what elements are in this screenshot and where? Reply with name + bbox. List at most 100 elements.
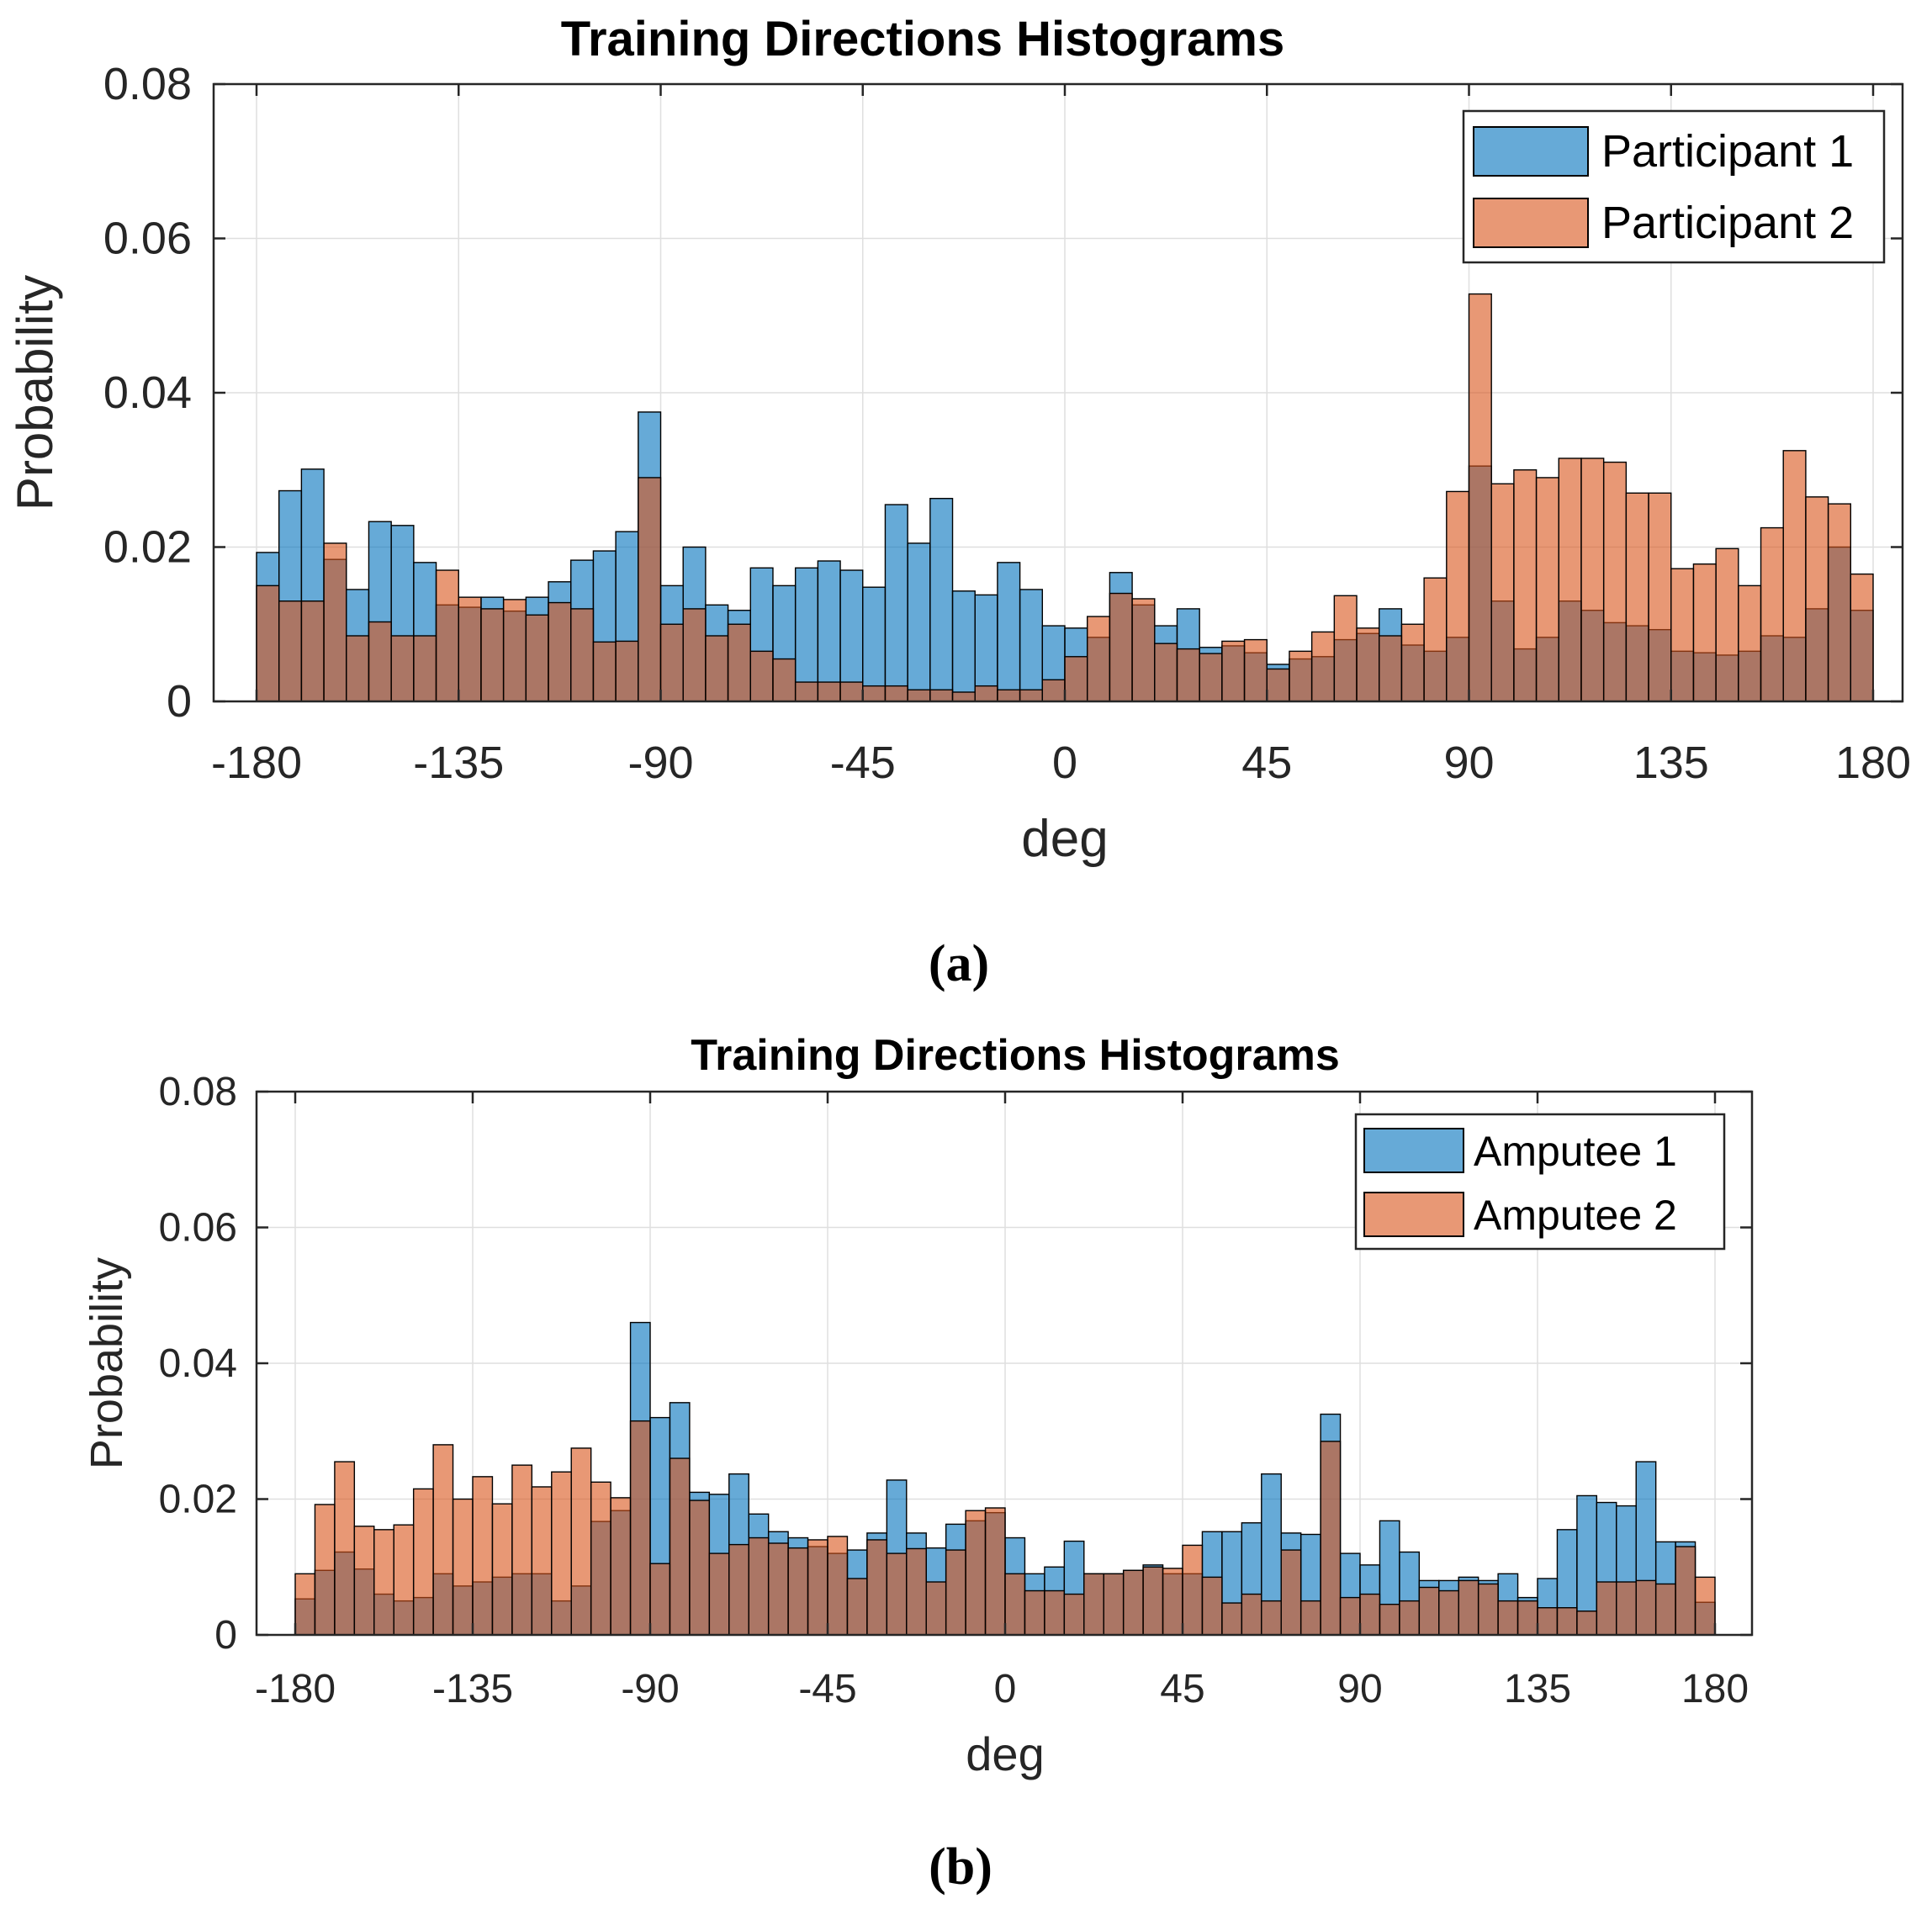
chart-b-bar-amputee-2 (1418, 1586, 1440, 1636)
chart-b-bar-amputee-2 (590, 1481, 611, 1636)
chart-b-bar-amputee-2 (1438, 1589, 1459, 1636)
chart-a: Training Directions Histograms 0 0.02 0.… (7, 12, 1911, 992)
chart-a-bar-participant-2 (435, 569, 459, 702)
chart-a-bar-participant-2 (817, 681, 841, 702)
chart-a-bar-participant-2 (929, 689, 954, 702)
chart-a-bar-participant-2 (368, 621, 392, 702)
chart-a-bar-participant-2 (772, 658, 797, 702)
chart-a-bar-participant-2 (1827, 503, 1852, 702)
chart-a-bar-participant-2 (323, 542, 347, 702)
chart-b-bar-amputee-2 (1201, 1576, 1223, 1636)
chart-a-bar-participant-2 (346, 635, 370, 702)
chart-b-bar-amputee-2 (412, 1488, 434, 1636)
chart-b-ticks (257, 1090, 1752, 1637)
chart-a-bar-participant-2 (1738, 584, 1762, 702)
chart-a-bar-participant-1 (907, 542, 931, 702)
chart-b-bar-amputee-2 (787, 1547, 809, 1636)
chart-b-series-amputee-2 (294, 1420, 1716, 1636)
chart-b-bar-amputee-2 (1576, 1611, 1598, 1636)
chart-a-bar-participant-2 (749, 650, 774, 702)
chart-b-bar-amputee-2 (886, 1552, 908, 1636)
chart-b-legend-swatch-amputee-1 (1363, 1128, 1464, 1173)
chart-b-bar-amputee-2 (965, 1510, 987, 1636)
chart-b-bar-amputee-2 (1596, 1581, 1617, 1636)
chart-b-bar-amputee-2 (1635, 1579, 1657, 1636)
chart-a-bar-participant-2 (1086, 616, 1111, 702)
chart-b-y-tick-label: 0.04 (159, 1341, 237, 1386)
chart-a-bar-participant-2 (480, 608, 505, 702)
chart-a-bar-participant-2 (907, 689, 931, 702)
chart-a-y-tick-label: 0.08 (103, 59, 192, 109)
chart-a-bar-participant-2 (615, 640, 639, 702)
chart-b-bar-amputee-2 (1458, 1579, 1479, 1636)
chart-a-bar-participant-2 (390, 635, 415, 702)
chart-b-y-axis-label: Probability (82, 1257, 132, 1469)
chart-b-bar-amputee-2 (531, 1486, 553, 1636)
chart-a-bar-participant-2 (638, 477, 662, 702)
chart-b-bar-amputee-2 (1675, 1546, 1696, 1636)
chart-a-series-participant-2 (256, 293, 1874, 702)
chart-b-bar-amputee-2 (1162, 1568, 1183, 1636)
chart-a-bar-participant-2 (705, 635, 729, 702)
chart-a-bar-participant-2 (413, 635, 437, 702)
chart-b-y-tick-label: 0 (214, 1613, 237, 1658)
chart-b-bar-amputee-2 (551, 1471, 572, 1636)
chart-a-caption: (a) (929, 935, 989, 992)
chart-a-x-tick-label: 135 (1633, 738, 1709, 788)
chart-b-bar-amputee-2 (1103, 1573, 1125, 1636)
chart-b-bar-amputee-2 (767, 1542, 789, 1636)
chart-a-x-tick-label: 0 (1052, 738, 1077, 788)
chart-a-bar-participant-1 (951, 590, 976, 702)
chart-b-bar-amputee-2 (1616, 1581, 1637, 1636)
chart-b-x-tick-label: -180 (255, 1667, 336, 1711)
chart-a-bar-participant-2 (1446, 490, 1470, 702)
chart-b-x-tick-label: 180 (1681, 1667, 1749, 1711)
chart-a-bar-participant-2 (1782, 450, 1807, 702)
chart-a-bar-participant-2 (1468, 293, 1492, 702)
chart-b-bar-amputee-2 (1497, 1600, 1519, 1636)
chart-a-y-axis-label: Probability (7, 275, 63, 510)
chart-b-bar-amputee-2 (1182, 1544, 1204, 1636)
chart-a-bar-participant-2 (862, 685, 887, 702)
chart-a-bar-participant-2 (300, 600, 325, 702)
chart-b-bar-amputee-2 (945, 1549, 966, 1636)
chart-b-y-tick-label: 0.02 (159, 1478, 237, 1522)
chart-a-x-tick-label: 180 (1835, 738, 1911, 788)
chart-b-bar-amputee-2 (1556, 1606, 1578, 1636)
chart-a-bar-participant-2 (502, 599, 527, 702)
chart-a-bar-participant-2 (1715, 547, 1739, 702)
chart-b-bar-amputee-2 (314, 1504, 336, 1636)
chart-a-bar-participant-2 (1400, 623, 1425, 702)
chart-a-bar-participant-2 (997, 689, 1021, 702)
chart-a-bar-participant-1 (884, 504, 908, 702)
chart-b-x-tick-label: 45 (1160, 1667, 1204, 1711)
chart-b-bar-amputee-2 (925, 1581, 947, 1636)
chart-b-bar-amputee-2 (1083, 1573, 1104, 1636)
chart-a-bar-participant-2 (1154, 643, 1178, 702)
chart-a-bar-participant-2 (1625, 492, 1649, 702)
chart-a-bar-participant-1 (929, 497, 954, 702)
chart-b-bar-amputee-2 (452, 1498, 474, 1636)
chart-a-bar-participant-2 (951, 691, 976, 702)
chart-b-bar-amputee-2 (748, 1537, 770, 1636)
chart-a-y-tick-label: 0.04 (103, 368, 192, 418)
chart-b-bar-amputee-2 (1399, 1600, 1421, 1636)
chart-b-bar-amputee-2 (373, 1529, 394, 1636)
chart-a-bar-participant-2 (1535, 477, 1559, 702)
chart-b-y-tick-label: 0.08 (159, 1070, 237, 1114)
chart-b-bar-amputee-2 (728, 1543, 749, 1636)
chart-b-title: Training Directions Histograms (691, 1031, 1340, 1080)
chart-a-bar-participant-2 (1019, 689, 1044, 702)
chart-a-bar-participant-1 (794, 567, 819, 702)
chart-b-caption: (b) (929, 1838, 992, 1896)
chart-a-bar-participant-2 (1064, 656, 1088, 702)
chart-b-x-tick-label: -45 (798, 1667, 856, 1711)
chart-a-bar-participant-2 (1423, 577, 1448, 702)
chart-b-bar-amputee-2 (807, 1539, 828, 1636)
chart-a-bar-participant-2 (1805, 496, 1829, 702)
chart-b-x-tick-label: 0 (994, 1667, 1017, 1711)
chart-b-x-tick-labels: -180 -135 -90 -45 0 45 90 135 180 (255, 1667, 1749, 1711)
chart-a-legend: Participant 1 Participant 2 (1462, 109, 1886, 264)
chart-a-x-tick-label: 45 (1241, 738, 1292, 788)
chart-b: Training Directions Histograms 0 0.02 0.… (82, 1031, 1754, 1896)
